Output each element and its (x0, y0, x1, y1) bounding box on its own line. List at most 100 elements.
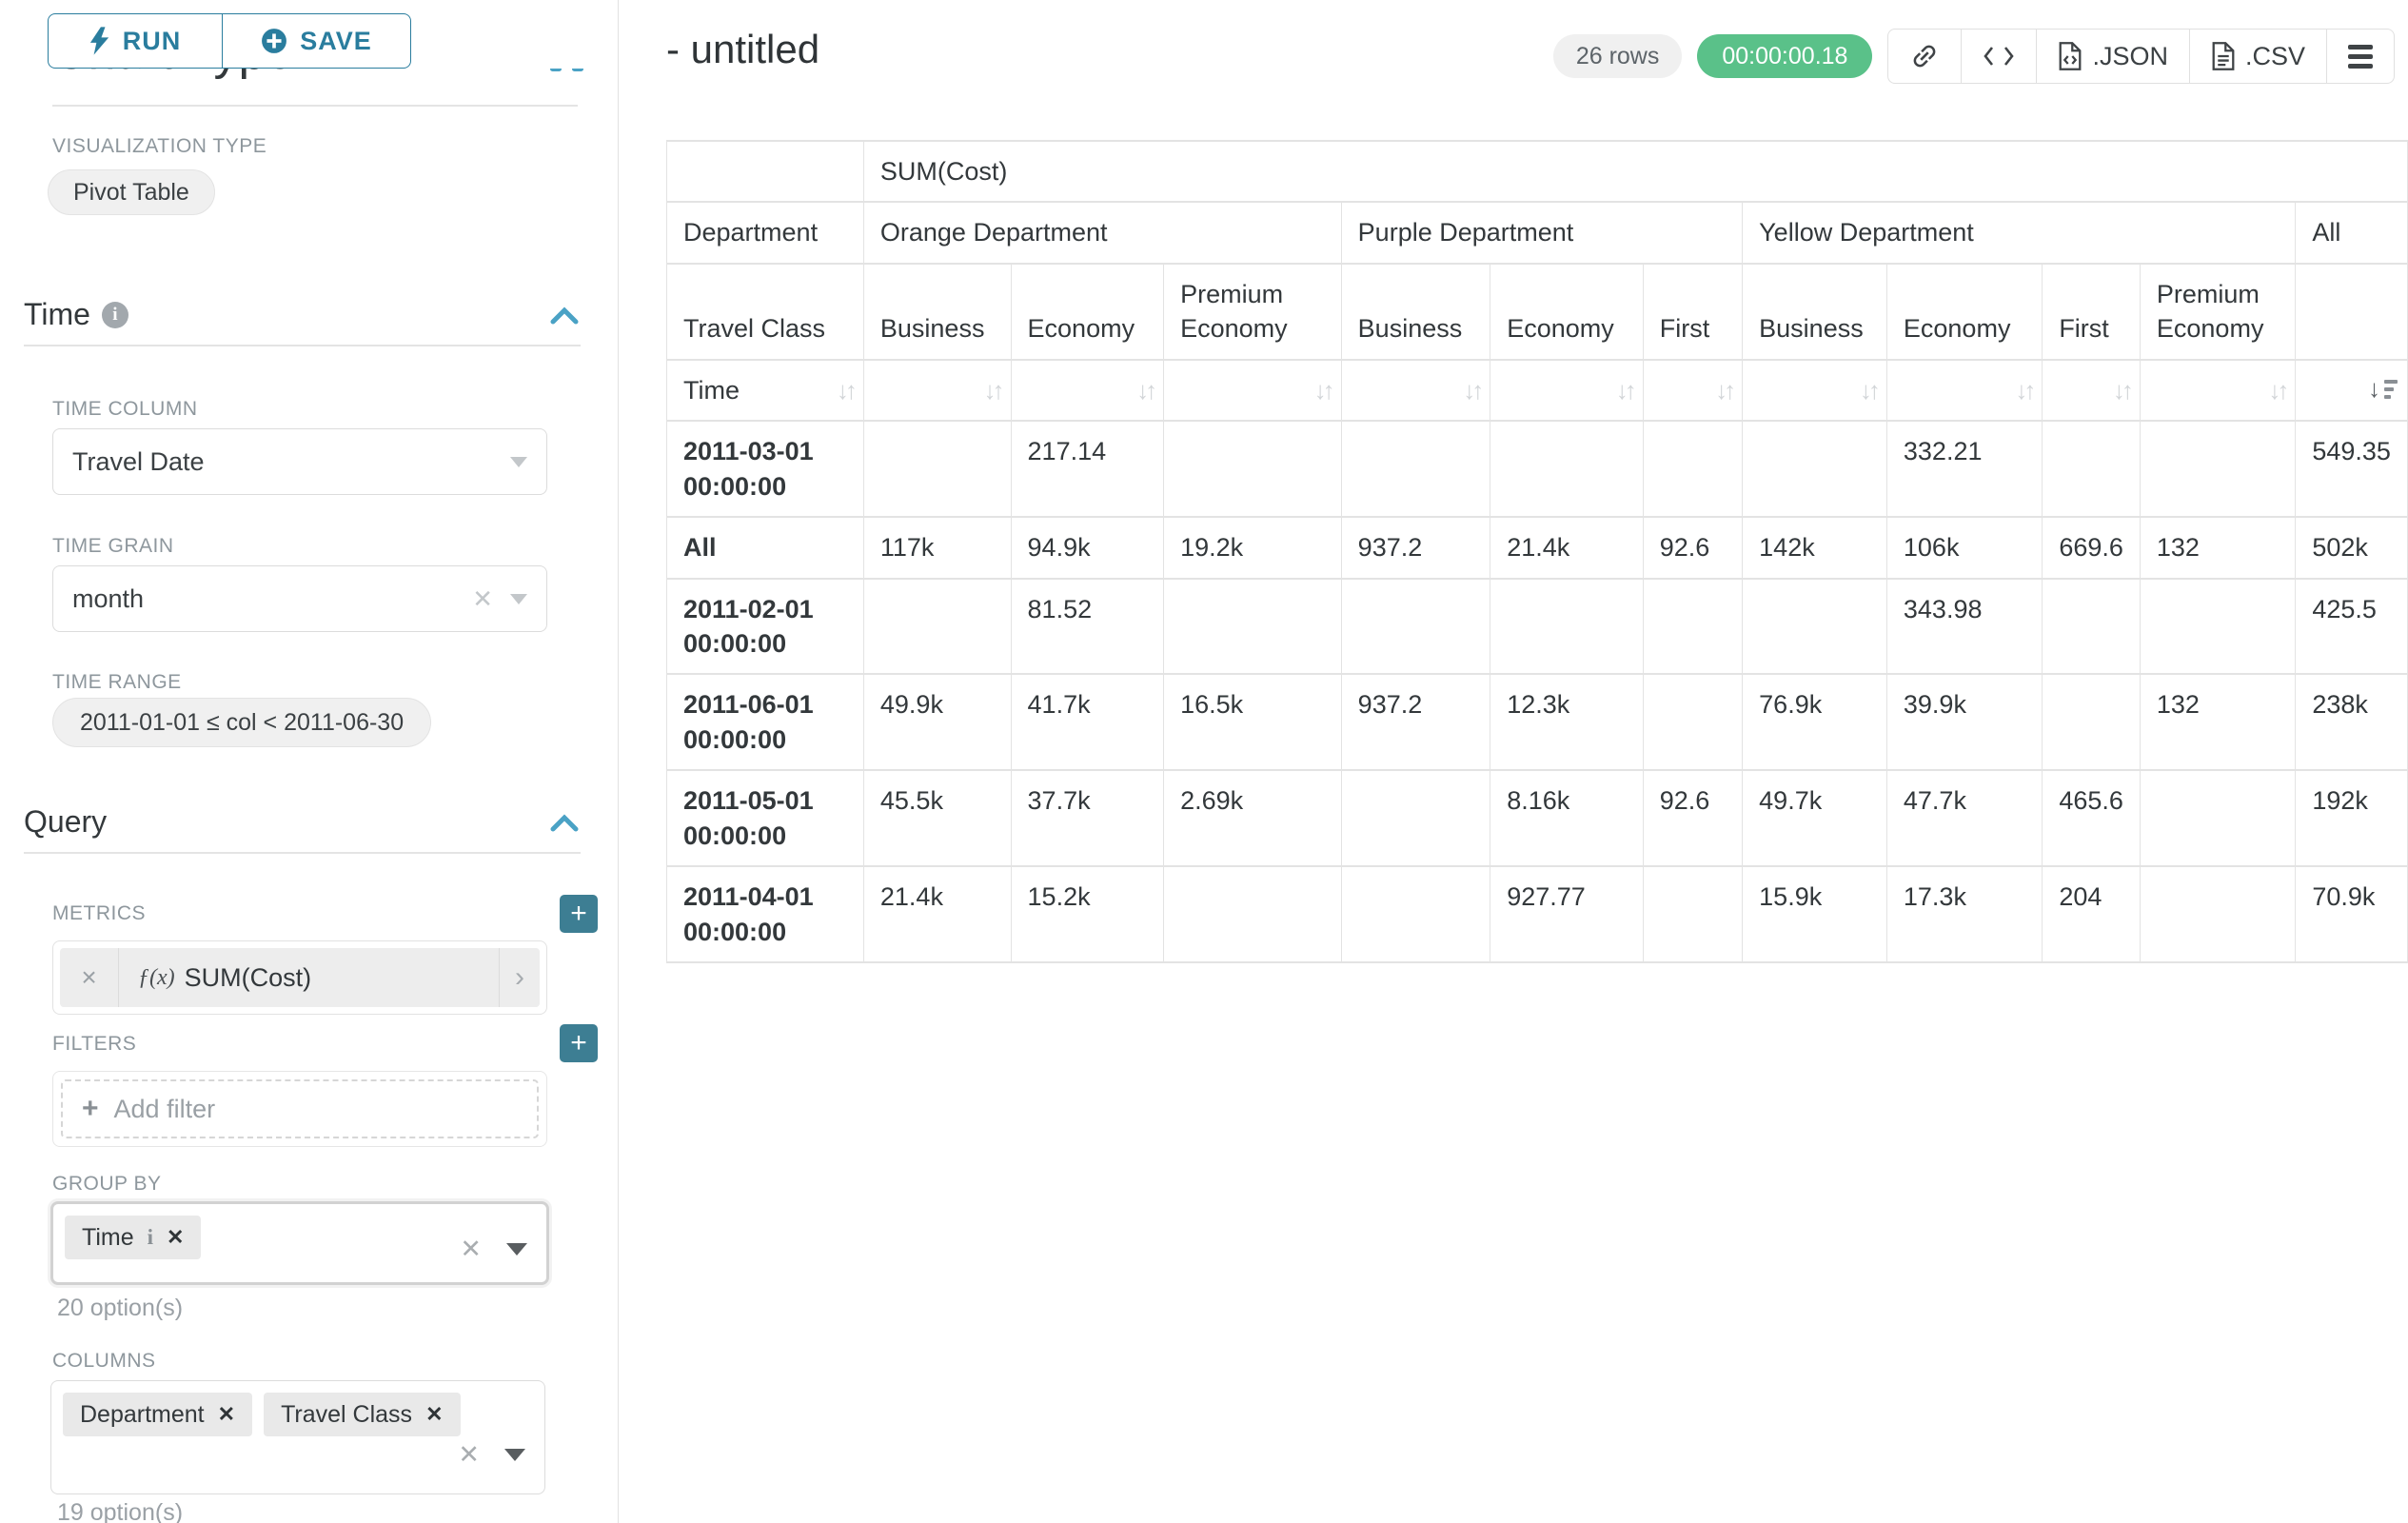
remove-tag-icon[interactable]: ✕ (425, 1402, 444, 1426)
sort-icon[interactable]: ↓↑ (1715, 375, 1736, 405)
pivot-column-header: Premium Economy (1163, 262, 1342, 361)
pivot-cell: 204 (2042, 865, 2141, 963)
pivot-row-header-time: Time ↓↑ (666, 358, 864, 423)
collapse-chevron-up-icon[interactable] (550, 307, 579, 326)
pivot-cell (2139, 769, 2297, 868)
pivot-column-header: First (2042, 262, 2141, 361)
remove-metric-icon[interactable]: × (60, 948, 119, 1007)
sort-icon[interactable]: ↓↑ (1859, 375, 1881, 405)
sort-desc-icon[interactable]: ↓ (2368, 376, 2398, 401)
add-filter-plus-button[interactable]: + (560, 1024, 598, 1062)
pivot-cell (862, 420, 1012, 519)
sort-icon[interactable]: ↓↑ (2112, 375, 2134, 405)
export-button-group: .JSON .CSV (1887, 29, 2395, 84)
pivot-row-label: All (666, 516, 864, 580)
code-icon (1984, 47, 2015, 66)
pivot-sort-cell: ↓↑ (1163, 358, 1342, 423)
time-range-pill[interactable]: 2011-01-01 ≤ col < 2011-06-30 (52, 698, 432, 747)
plus-icon: + (82, 1093, 99, 1124)
share-link-button[interactable] (1888, 30, 1961, 83)
sort-icon[interactable]: ↓↑ (1313, 375, 1335, 405)
pivot-cell: 70.9k (2295, 865, 2408, 963)
pivot-cell: 45.5k (862, 769, 1012, 868)
pivot-cell: 425.5 (2295, 577, 2408, 676)
chevron-right-icon[interactable]: › (499, 948, 540, 1007)
metrics-label: METRICS (52, 902, 146, 924)
remove-tag-icon[interactable]: ✕ (167, 1225, 185, 1249)
sort-icon[interactable]: ↓↑ (2015, 375, 2036, 405)
pivot-cell: 937.2 (1340, 673, 1491, 772)
pivot-cell: 12.3k (1490, 673, 1644, 772)
pivot-sort-row: Time ↓↑ ↓↑ ↓↑ ↓↑ ↓↑ ↓↑ ↓↑ ↓↑ ↓↑ ↓↑ ↓↑ ↓ (666, 358, 2408, 423)
time-column-select[interactable]: Travel Date (52, 428, 547, 495)
chart-menu-button[interactable] (2326, 30, 2394, 83)
pivot-cell (2042, 420, 2141, 519)
clear-all-icon[interactable]: ✕ (460, 1235, 482, 1263)
visualization-type-pill[interactable]: Pivot Table (48, 169, 215, 215)
collapse-chevron-up-icon[interactable] (550, 814, 579, 833)
dropdown-caret-icon[interactable] (506, 1243, 527, 1256)
save-button[interactable]: SAVE (222, 14, 410, 68)
pivot-column-header: Economy (1490, 262, 1644, 361)
chevron-up-icon[interactable] (550, 67, 562, 71)
group-by-select[interactable]: Time i ✕ ✕ (50, 1201, 549, 1285)
pivot-row-label: 2011-02-01 00:00:00 (666, 577, 864, 676)
query-section-header[interactable]: Query (24, 804, 107, 840)
dropdown-caret-icon[interactable] (504, 1449, 525, 1461)
view-query-button[interactable] (1961, 30, 2036, 83)
sort-icon[interactable]: ↓↑ (1463, 375, 1484, 405)
sort-icon[interactable]: ↓↑ (2268, 375, 2289, 405)
pivot-metric-header: SUM(Cost) (862, 139, 2408, 204)
sort-icon[interactable]: ↓↑ (983, 375, 1005, 405)
pivot-sort-cell: ↓↑ (1340, 358, 1491, 423)
pivot-column-header: Business (862, 262, 1012, 361)
time-section-header[interactable]: Time i (24, 297, 128, 332)
pivot-cell: 332.21 (1885, 420, 2043, 519)
save-button-label: SAVE (300, 26, 372, 55)
add-filter-label: Add filter (113, 1094, 216, 1123)
pivot-sort-cell: ↓↑ (1490, 358, 1644, 423)
sort-icon[interactable]: ↓↑ (1615, 375, 1637, 405)
pivot-sort-cell: ↓↑ (1642, 358, 1744, 423)
hamburger-icon (2348, 44, 2373, 69)
pivot-cell: 117k (862, 516, 1012, 580)
query-timer-badge: 00:00:00.18 (1697, 34, 1873, 78)
export-csv-button[interactable]: .CSV (2188, 30, 2326, 83)
pivot-data-row: 2011-02-01 00:00:00 81.52 343.98 425.5 (666, 577, 2408, 676)
pivot-data-row: 2011-05-01 00:00:00 45.5k 37.7k 2.69k 8.16k 9… (666, 769, 2408, 868)
add-metric-button[interactable]: + (560, 895, 598, 933)
time-grain-select[interactable]: month ✕ (52, 565, 547, 632)
pivot-cell: 2.69k (1163, 769, 1342, 868)
pivot-cell: 142k (1742, 516, 1887, 580)
time-section-title: Time (24, 297, 90, 331)
pivot-cell: 92.6 (1642, 516, 1744, 580)
divider (24, 852, 581, 854)
pivot-cell (1163, 865, 1342, 963)
sort-icon[interactable]: ↓↑ (1136, 375, 1157, 405)
columns-tag-travel-class[interactable]: Travel Class ✕ (264, 1393, 461, 1436)
sort-icon[interactable]: ↓↑ (836, 375, 858, 405)
chart-title[interactable]: - untitled (666, 27, 820, 71)
pivot-cell (1340, 865, 1491, 963)
export-json-button[interactable]: .JSON (2036, 30, 2189, 83)
remove-tag-icon[interactable]: ✕ (217, 1402, 236, 1426)
chevron-up-icon[interactable] (572, 67, 583, 71)
run-button[interactable]: RUN (49, 14, 222, 68)
metrics-container: × ƒ(x) SUM(Cost) › (52, 940, 547, 1015)
pivot-row-label: 2011-06-01 00:00:00 (666, 673, 864, 772)
pivot-group-header: Orange Department (862, 201, 1342, 265)
pivot-sort-cell: ↓↑ (2139, 358, 2297, 423)
clear-all-icon[interactable]: ✕ (458, 1440, 480, 1469)
group-by-tag-time[interactable]: Time i ✕ (65, 1216, 202, 1259)
pivot-cell (1163, 420, 1342, 519)
pivot-cell (862, 577, 1012, 676)
pivot-data-row: All 117k 94.9k 19.2k 937.2 21.4k 92.6 142k 106k 6… (666, 516, 2408, 580)
time-column-value: Travel Date (72, 446, 205, 476)
columns-tag-department[interactable]: Department ✕ (63, 1393, 253, 1436)
columns-select[interactable]: Department ✕ Travel Class ✕ ✕ (50, 1380, 545, 1494)
clear-icon[interactable]: ✕ (472, 583, 493, 613)
sticky-action-bar: RUN SAVE (0, 0, 618, 69)
add-filter-button[interactable]: + Add filter (61, 1079, 539, 1138)
pivot-data-row: 2011-03-01 00:00:00 217.14 332.21 549.35 (666, 420, 2408, 519)
metric-pill[interactable]: × ƒ(x) SUM(Cost) › (60, 948, 540, 1007)
